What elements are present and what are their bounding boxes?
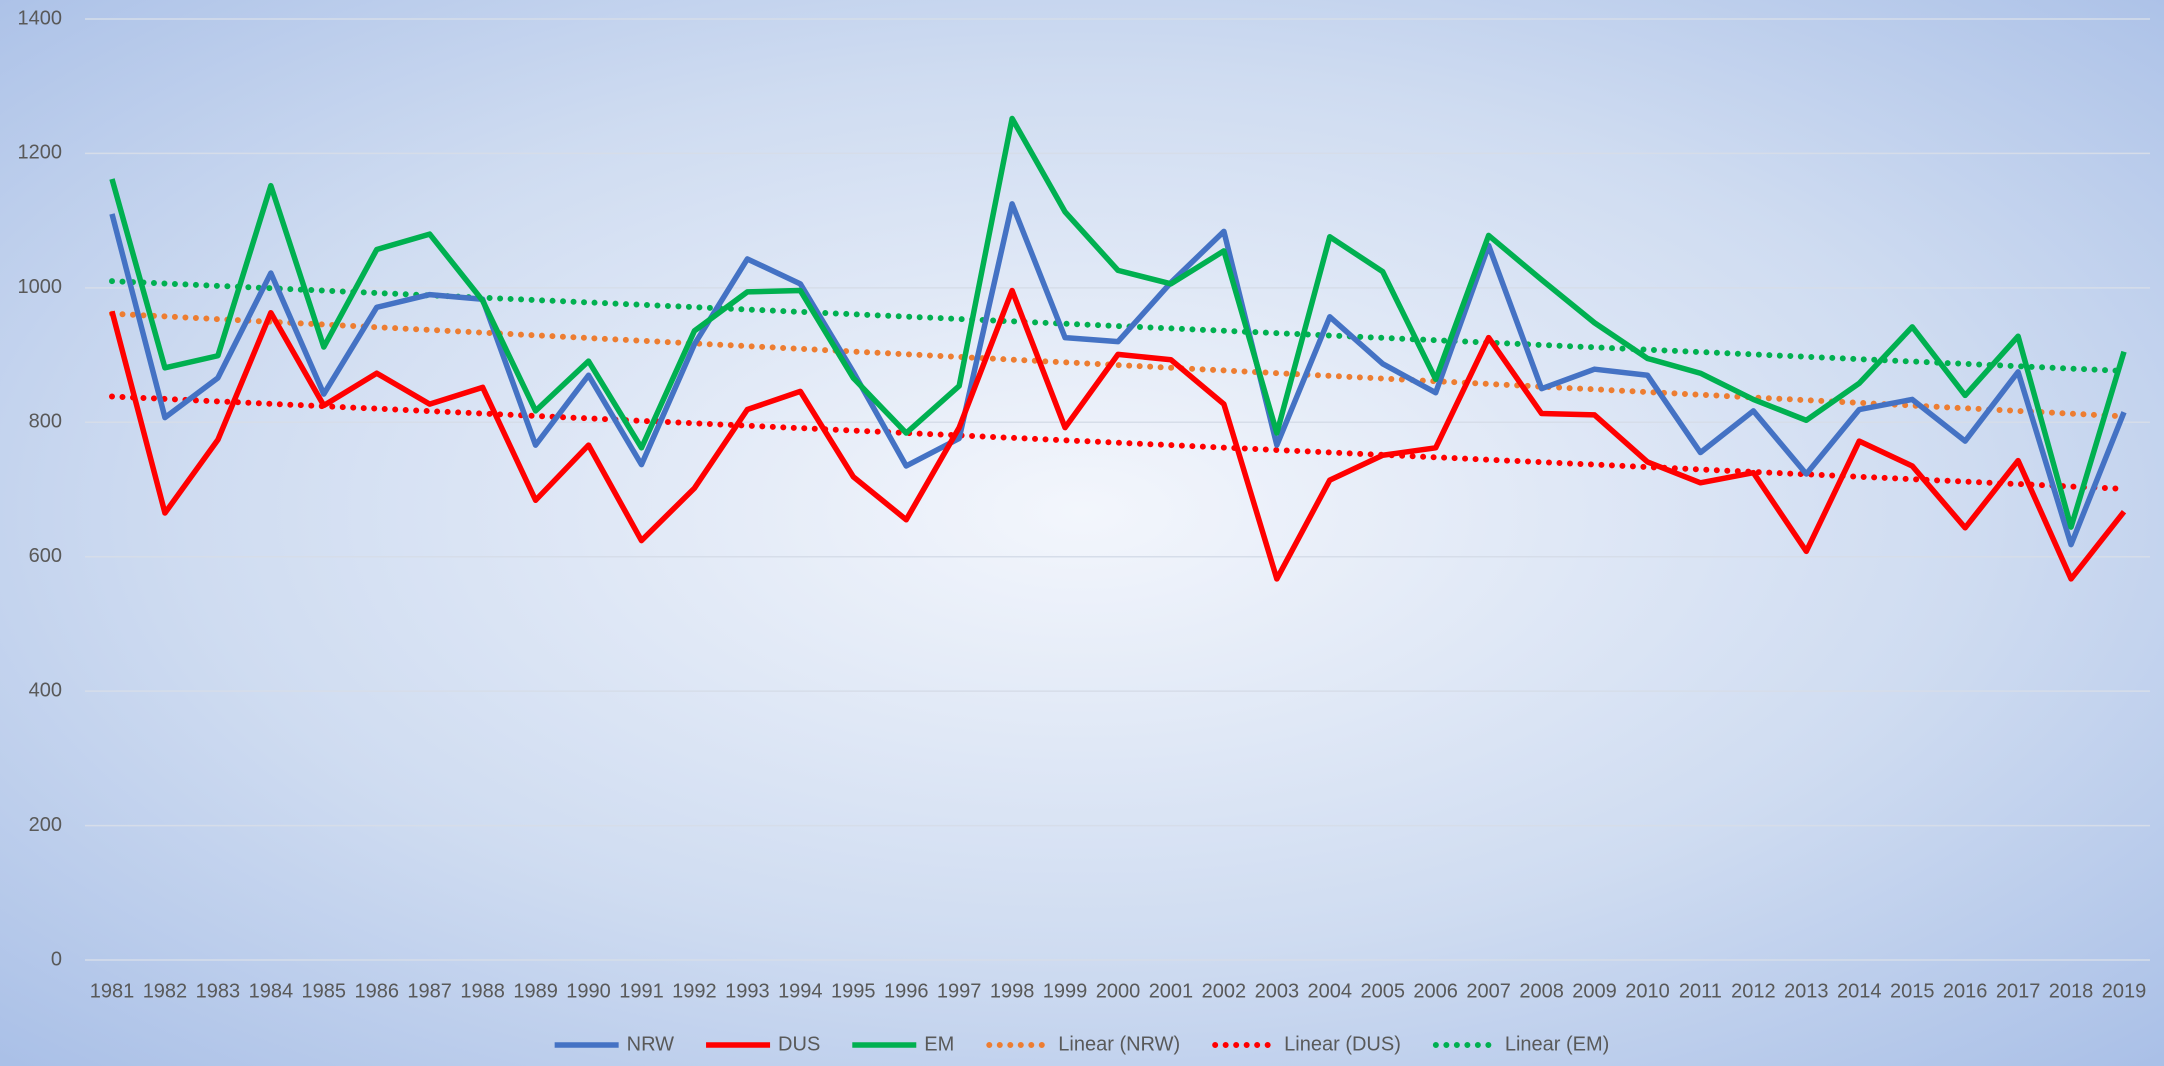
x-tick-label: 2008 — [1519, 980, 1564, 1002]
trendline — [109, 393, 2127, 492]
x-tick-label: 1991 — [619, 980, 664, 1002]
x-tick-label: 1981 — [90, 980, 135, 1002]
legend-item: Linear (DUS) — [1212, 1033, 1401, 1055]
series-line — [109, 115, 2127, 530]
y-tick-label: 600 — [29, 545, 62, 567]
legend-item: EM — [852, 1033, 954, 1055]
x-tick-label: 2005 — [1360, 980, 1405, 1002]
x-tick-label: 2011 — [1679, 980, 1722, 1002]
x-tick-label: 2015 — [1890, 980, 1935, 1002]
y-tick-label: 1200 — [18, 142, 63, 164]
x-tick-label: 2007 — [1466, 980, 1511, 1002]
x-tick-label: 1995 — [831, 980, 876, 1002]
x-tick-label: 1990 — [566, 980, 611, 1002]
x-tick-label: 1986 — [354, 980, 399, 1002]
x-tick-label: 2006 — [1413, 980, 1458, 1002]
x-tick-label: 1992 — [672, 980, 717, 1002]
x-tick-label: 2014 — [1837, 980, 1882, 1002]
legend-label: EM — [924, 1033, 954, 1055]
legend-item: DUS — [706, 1033, 820, 1055]
legend-label: Linear (EM) — [1505, 1033, 1609, 1055]
x-tick-label: 2003 — [1255, 980, 1300, 1002]
legend-item: NRW — [554, 1033, 675, 1055]
legend: NRW DUS EM Linear (NRW) Linear (DUS) Linear (… — [554, 1033, 1609, 1055]
legend-label: Linear (NRW) — [1058, 1033, 1180, 1055]
x-tick-label: 1996 — [884, 980, 929, 1002]
x-tick-label: 2017 — [1996, 980, 2041, 1002]
x-tick-label: 2012 — [1731, 980, 1776, 1002]
x-tick-label: 2016 — [1943, 980, 1988, 1002]
y-tick-label: 1400 — [18, 7, 63, 29]
legend-label: DUS — [778, 1033, 820, 1055]
x-tick-label: 2004 — [1308, 980, 1353, 1002]
y-tick-label: 800 — [29, 411, 62, 433]
x-tick-label: 1988 — [460, 980, 505, 1002]
y-tick-label: 0 — [51, 948, 62, 970]
x-tick-label: 1998 — [990, 980, 1035, 1002]
x-tick-label: 2000 — [1096, 980, 1141, 1002]
x-tick-label: 1982 — [143, 980, 188, 1002]
x-tick-label: 2019 — [2102, 980, 2147, 1002]
x-tick-label: 1994 — [778, 980, 823, 1002]
x-tick-label: 1985 — [302, 980, 347, 1002]
x-tick-label: 2001 — [1149, 980, 1194, 1002]
y-tick-label: 1000 — [18, 276, 63, 298]
x-tick-label: 1993 — [725, 980, 770, 1002]
legend-item: Linear (NRW) — [986, 1033, 1180, 1055]
series-line — [109, 201, 2127, 548]
x-tick-label: 2018 — [2049, 980, 2094, 1002]
x-tick-label: 1997 — [937, 980, 982, 1002]
x-tick-label: 1987 — [407, 980, 452, 1002]
x-tick-label: 1984 — [249, 980, 294, 1002]
legend-label: NRW — [627, 1033, 675, 1055]
x-tick-label: 2009 — [1572, 980, 1617, 1002]
x-tick-label: 2002 — [1202, 980, 1247, 1002]
legend-item: Linear (EM) — [1432, 1033, 1609, 1055]
series-line — [109, 287, 2127, 582]
y-tick-label: 400 — [29, 679, 62, 701]
x-tick-label: 2010 — [1625, 980, 1670, 1002]
x-tick-label: 1999 — [1043, 980, 1088, 1002]
trendline — [109, 310, 2127, 420]
legend-label: Linear (DUS) — [1284, 1033, 1401, 1055]
x-tick-label: 2013 — [1784, 980, 1829, 1002]
x-tick-label: 1983 — [196, 980, 241, 1002]
y-tick-label: 200 — [29, 814, 62, 836]
x-tick-label: 1989 — [513, 980, 558, 1002]
